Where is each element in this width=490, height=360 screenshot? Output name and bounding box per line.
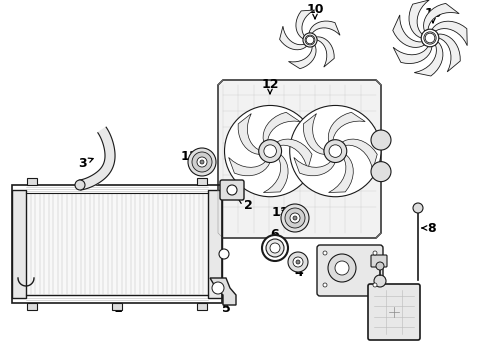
Circle shape <box>413 203 423 213</box>
Bar <box>112 303 122 310</box>
Polygon shape <box>229 157 270 176</box>
Circle shape <box>324 140 347 162</box>
Circle shape <box>219 249 229 259</box>
FancyBboxPatch shape <box>317 245 383 296</box>
Circle shape <box>373 283 377 287</box>
FancyBboxPatch shape <box>371 255 387 267</box>
Polygon shape <box>296 10 315 39</box>
Circle shape <box>192 152 212 172</box>
Text: 2: 2 <box>238 198 252 212</box>
Bar <box>12 185 222 303</box>
Circle shape <box>227 185 237 195</box>
Text: 6: 6 <box>270 228 279 243</box>
Circle shape <box>75 180 85 190</box>
Circle shape <box>290 105 381 197</box>
Circle shape <box>285 208 305 228</box>
Polygon shape <box>263 112 300 142</box>
Text: 11: 11 <box>271 206 289 219</box>
Polygon shape <box>393 15 424 48</box>
Circle shape <box>197 157 207 167</box>
Circle shape <box>188 148 216 176</box>
Polygon shape <box>303 114 324 154</box>
Circle shape <box>374 275 386 287</box>
Circle shape <box>305 35 315 45</box>
Circle shape <box>335 261 349 275</box>
Circle shape <box>323 251 327 255</box>
Circle shape <box>371 130 391 150</box>
Polygon shape <box>317 37 334 67</box>
Polygon shape <box>280 26 307 50</box>
Text: 4: 4 <box>294 266 303 279</box>
Polygon shape <box>294 157 335 176</box>
Polygon shape <box>309 21 340 35</box>
Polygon shape <box>409 0 429 38</box>
Polygon shape <box>328 112 365 142</box>
Circle shape <box>266 239 284 257</box>
Bar <box>208 190 222 298</box>
Bar <box>27 303 37 310</box>
FancyBboxPatch shape <box>368 284 420 340</box>
Circle shape <box>270 243 280 253</box>
Bar <box>26 193 208 295</box>
Circle shape <box>329 145 342 157</box>
Circle shape <box>328 254 356 282</box>
Polygon shape <box>289 45 316 69</box>
Circle shape <box>293 216 297 220</box>
Text: 3: 3 <box>78 157 93 170</box>
Circle shape <box>264 145 276 157</box>
Text: 1: 1 <box>114 302 122 315</box>
Bar <box>27 178 37 185</box>
Polygon shape <box>218 80 381 238</box>
Text: 10: 10 <box>306 3 324 19</box>
Circle shape <box>376 262 384 270</box>
Polygon shape <box>210 278 236 305</box>
Polygon shape <box>238 114 259 154</box>
Circle shape <box>212 282 224 294</box>
Circle shape <box>425 33 435 43</box>
Circle shape <box>296 260 300 264</box>
Polygon shape <box>342 139 377 170</box>
Bar <box>197 303 207 310</box>
Circle shape <box>323 283 327 287</box>
Polygon shape <box>432 21 467 46</box>
Circle shape <box>421 29 439 47</box>
Circle shape <box>303 33 317 47</box>
Circle shape <box>288 252 308 272</box>
Circle shape <box>373 251 377 255</box>
Polygon shape <box>438 34 460 72</box>
FancyBboxPatch shape <box>220 180 244 200</box>
Polygon shape <box>414 42 443 76</box>
Bar <box>12 190 26 298</box>
Polygon shape <box>277 139 312 170</box>
Text: 7: 7 <box>396 310 411 324</box>
Polygon shape <box>79 127 115 190</box>
Polygon shape <box>423 3 459 31</box>
Circle shape <box>424 32 436 44</box>
Polygon shape <box>329 155 353 193</box>
Circle shape <box>306 36 314 44</box>
Text: 12: 12 <box>261 77 279 94</box>
Circle shape <box>293 257 303 267</box>
Text: 8: 8 <box>422 221 436 234</box>
Polygon shape <box>393 46 432 63</box>
Text: 9: 9 <box>348 279 356 292</box>
Text: 10: 10 <box>424 6 442 23</box>
Bar <box>197 178 207 185</box>
Text: 5: 5 <box>221 302 230 315</box>
Text: 11: 11 <box>180 149 198 162</box>
Circle shape <box>371 162 391 182</box>
Circle shape <box>200 160 204 164</box>
Circle shape <box>281 204 309 232</box>
Circle shape <box>224 105 316 197</box>
Circle shape <box>290 213 300 223</box>
Circle shape <box>262 235 288 261</box>
Polygon shape <box>264 155 288 193</box>
Circle shape <box>259 140 282 162</box>
